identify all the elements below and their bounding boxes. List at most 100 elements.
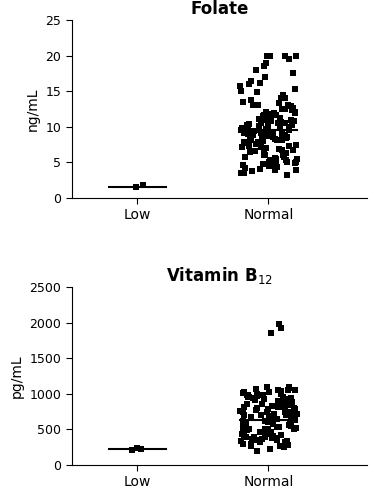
Point <box>271 110 277 118</box>
Point <box>284 171 290 179</box>
Point <box>256 122 262 130</box>
Y-axis label: pg/mL: pg/mL <box>10 354 24 398</box>
Point <box>276 386 282 394</box>
Point <box>286 384 292 392</box>
Point <box>291 108 297 116</box>
Point <box>270 420 276 428</box>
Point <box>253 140 259 148</box>
Point <box>286 384 292 392</box>
Point <box>255 100 261 108</box>
Point <box>280 152 287 160</box>
Point <box>249 167 255 175</box>
Point <box>275 397 281 405</box>
Point <box>294 155 300 163</box>
Point <box>279 397 285 405</box>
Point <box>240 408 246 416</box>
Point <box>245 130 251 138</box>
Point <box>253 406 259 414</box>
Point <box>266 430 273 438</box>
Point <box>281 402 287 410</box>
Point <box>263 427 269 435</box>
Point <box>255 138 261 146</box>
Point <box>266 429 273 437</box>
Point <box>289 398 295 406</box>
Point <box>268 117 274 125</box>
Point <box>241 431 247 439</box>
Point <box>140 181 146 189</box>
Point <box>243 420 249 428</box>
Point <box>264 382 270 390</box>
Point <box>242 152 248 160</box>
Point <box>241 388 247 396</box>
Point <box>254 404 260 412</box>
Point <box>239 144 245 152</box>
Point <box>279 130 285 138</box>
Point <box>286 123 292 131</box>
Point <box>240 417 246 425</box>
Point <box>278 118 284 126</box>
Point <box>285 408 291 416</box>
Point <box>266 388 272 396</box>
Point <box>260 160 266 168</box>
Point <box>283 134 289 142</box>
Point <box>266 132 272 140</box>
Point <box>240 424 246 432</box>
Point <box>241 404 247 411</box>
Point <box>260 150 266 158</box>
Point <box>276 145 282 153</box>
Point <box>254 88 260 96</box>
Point <box>249 436 255 444</box>
Point <box>258 144 264 152</box>
Point <box>262 130 268 138</box>
Point <box>248 414 254 422</box>
Point <box>282 94 288 102</box>
Point <box>288 102 294 110</box>
Point <box>261 148 267 156</box>
Point <box>272 162 278 170</box>
Point <box>252 396 258 404</box>
Point <box>274 136 280 143</box>
Point <box>270 418 276 426</box>
Point <box>257 80 263 88</box>
Point <box>277 114 283 122</box>
Point <box>271 410 277 418</box>
Point <box>276 320 282 328</box>
Point <box>244 426 250 434</box>
Point <box>259 140 265 148</box>
Point <box>268 328 274 336</box>
Point <box>273 434 279 442</box>
Point <box>263 108 269 116</box>
Point <box>262 417 268 425</box>
Point <box>241 129 247 137</box>
Point <box>280 152 286 160</box>
Point <box>292 159 298 167</box>
Point <box>246 142 252 150</box>
Point <box>286 142 292 150</box>
Point <box>247 136 253 144</box>
Point <box>287 421 293 429</box>
Point <box>254 392 260 400</box>
Point <box>265 406 271 413</box>
Point <box>240 160 246 168</box>
Point <box>133 184 139 192</box>
Point <box>259 434 265 442</box>
Point <box>260 137 266 145</box>
Point <box>272 135 278 143</box>
Point <box>242 164 248 172</box>
Point <box>241 138 247 146</box>
Point <box>262 128 268 136</box>
Point <box>263 58 270 66</box>
Point <box>270 412 276 420</box>
Point <box>268 52 274 60</box>
Point <box>257 438 263 446</box>
Point <box>249 167 255 175</box>
Point <box>284 158 290 166</box>
Point <box>279 397 285 405</box>
Point <box>262 125 268 133</box>
Point <box>262 150 268 158</box>
Point <box>288 122 294 130</box>
Point <box>277 123 283 131</box>
Point <box>266 162 272 170</box>
Point <box>243 420 249 428</box>
Point <box>260 112 266 120</box>
